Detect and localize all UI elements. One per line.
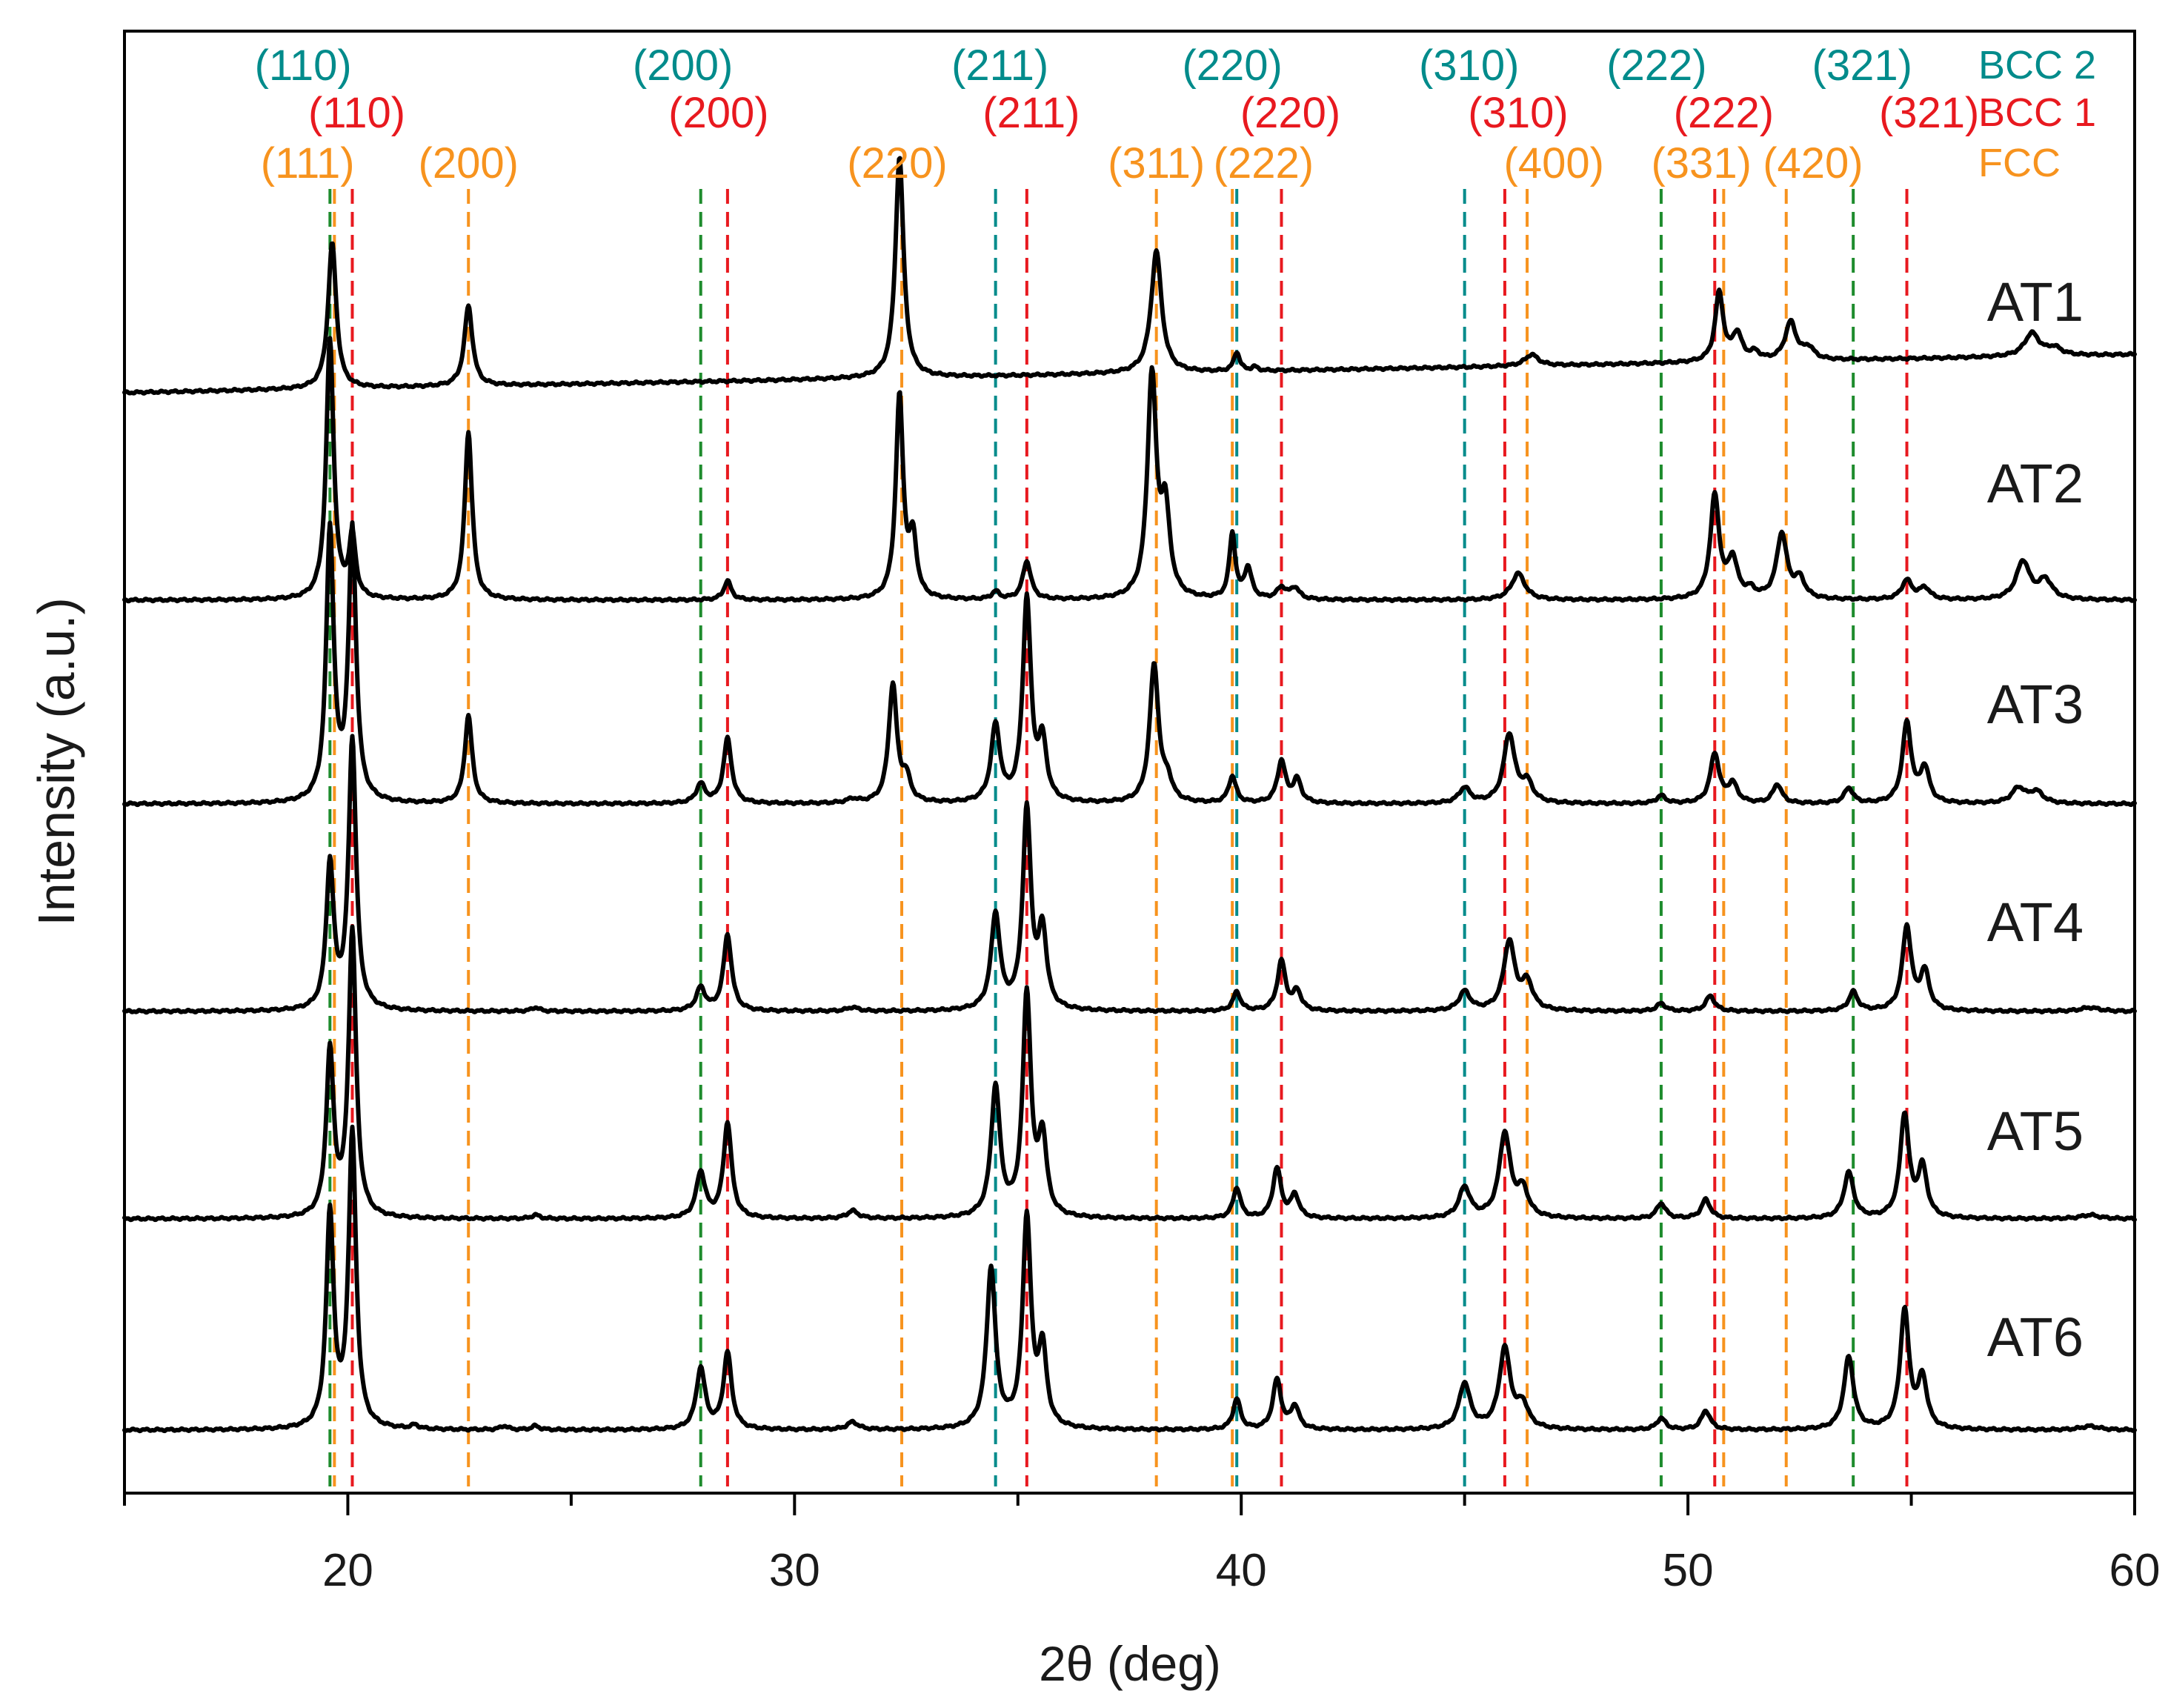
annotation-bcc-2-211: (211) (951, 41, 1048, 90)
x-tick-label-50: 50 (1663, 1545, 1714, 1596)
legend-bcc-2: BCC 2 (1978, 43, 2096, 87)
annotation-bcc-1-200: (200) (668, 89, 768, 137)
x-axis-label: 2θ (deg) (1039, 1636, 1221, 1691)
x-tick-label-40: 40 (1216, 1545, 1267, 1596)
peak-annotations: (110) (200) (211) (220) (310) (222) (321) (110)… (255, 41, 1980, 187)
series-label-at5: AT5 (1987, 1100, 2084, 1162)
legend-fcc: FCC (1978, 141, 2061, 185)
annotation-bcc-1-211: (211) (982, 89, 1080, 137)
annotation-bcc-2-220: (220) (1182, 41, 1282, 90)
annotation-fcc-400: (400) (1504, 139, 1604, 187)
annotation-bcc-1-220: (220) (1240, 89, 1340, 137)
series-line-at4 (122, 734, 2137, 1015)
pattern-series (122, 156, 2137, 1434)
annotation-fcc-220: (220) (847, 139, 947, 187)
series-label-at4: AT4 (1987, 891, 2084, 953)
reference-lines (328, 189, 1909, 1486)
annotation-bcc-1-110: (110) (308, 89, 405, 137)
series-labels: AT1 AT2 AT3 AT4 AT5 AT6 (1987, 271, 2084, 1368)
series-label-at6: AT6 (1987, 1306, 2084, 1368)
series-label-at3: AT3 (1987, 674, 2084, 735)
annotation-bcc-1-321: (321) (1879, 89, 1979, 137)
annotation-fcc-420: (420) (1763, 139, 1863, 187)
series-label-at2: AT2 (1987, 453, 2084, 514)
series-line-at2 (122, 336, 2137, 604)
x-tick-label-60: 60 (2109, 1545, 2161, 1596)
annotation-bcc-1-222: (222) (1674, 89, 1774, 137)
series-line-at6 (122, 1124, 2137, 1434)
x-tick-label-30: 30 (769, 1545, 820, 1596)
annotation-bcc-2-110: (110) (255, 41, 352, 90)
series-line-at1 (122, 156, 2137, 396)
annotation-bcc-1-310: (310) (1468, 89, 1568, 137)
annotation-bcc-2-200: (200) (633, 41, 733, 90)
annotation-bcc-2-222: (222) (1606, 41, 1706, 90)
annotation-bcc-2-321: (321) (1812, 41, 1912, 90)
annotation-fcc-331: (331) (1651, 139, 1751, 187)
series-line-at3 (122, 520, 2137, 808)
annotation-fcc-111: (111) (261, 139, 355, 187)
series-label-at1: AT1 (1987, 271, 2084, 333)
legend-bcc-1: BCC 1 (1978, 90, 2096, 135)
series-line-at5 (122, 924, 2137, 1223)
x-tick-label-20: 20 (322, 1545, 373, 1596)
y-axis-label: Intensity (a.u.) (27, 597, 85, 926)
annotation-fcc-200: (200) (419, 139, 519, 187)
annotation-fcc-311: (311) (1108, 139, 1205, 187)
annotation-bcc-2-310: (310) (1419, 41, 1519, 90)
x-axis-ticks: 20 30 40 50 60 (123, 1493, 2161, 1596)
annotation-fcc-222: (222) (1214, 139, 1314, 187)
